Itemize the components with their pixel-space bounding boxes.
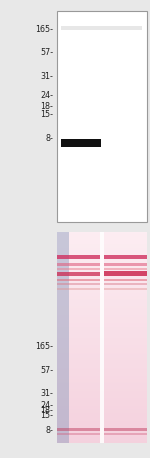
Bar xyxy=(104,271,147,276)
Text: 8-: 8- xyxy=(45,426,53,435)
Text: 18-: 18- xyxy=(40,406,53,415)
Text: 165-: 165- xyxy=(35,25,53,34)
Text: 8-: 8- xyxy=(45,134,53,143)
Bar xyxy=(104,288,147,290)
Bar xyxy=(104,263,147,266)
Bar xyxy=(104,268,147,270)
Bar xyxy=(104,284,147,285)
Bar xyxy=(104,279,147,281)
Text: 15-: 15- xyxy=(40,411,53,420)
Bar xyxy=(57,263,100,266)
Bar xyxy=(57,256,100,259)
Bar xyxy=(57,279,100,281)
Text: WT: WT xyxy=(72,15,87,25)
Bar xyxy=(57,428,100,431)
Text: 24-: 24- xyxy=(40,91,53,100)
Bar xyxy=(104,428,147,431)
Bar xyxy=(57,268,100,270)
Text: KO: KO xyxy=(115,15,129,25)
Bar xyxy=(57,284,100,285)
Text: 57-: 57- xyxy=(40,366,53,375)
Bar xyxy=(57,273,100,276)
Text: 15-: 15- xyxy=(40,110,53,119)
Bar xyxy=(57,433,100,435)
Text: 18-: 18- xyxy=(40,102,53,111)
Bar xyxy=(104,256,147,259)
Bar xyxy=(104,433,147,435)
Text: 31-: 31- xyxy=(40,71,53,81)
Text: 24-: 24- xyxy=(40,401,53,410)
Bar xyxy=(100,232,104,443)
Text: 31-: 31- xyxy=(40,389,53,398)
Bar xyxy=(57,232,69,443)
Bar xyxy=(57,288,100,290)
Text: 165-: 165- xyxy=(35,342,53,350)
Text: 57-: 57- xyxy=(40,49,53,57)
